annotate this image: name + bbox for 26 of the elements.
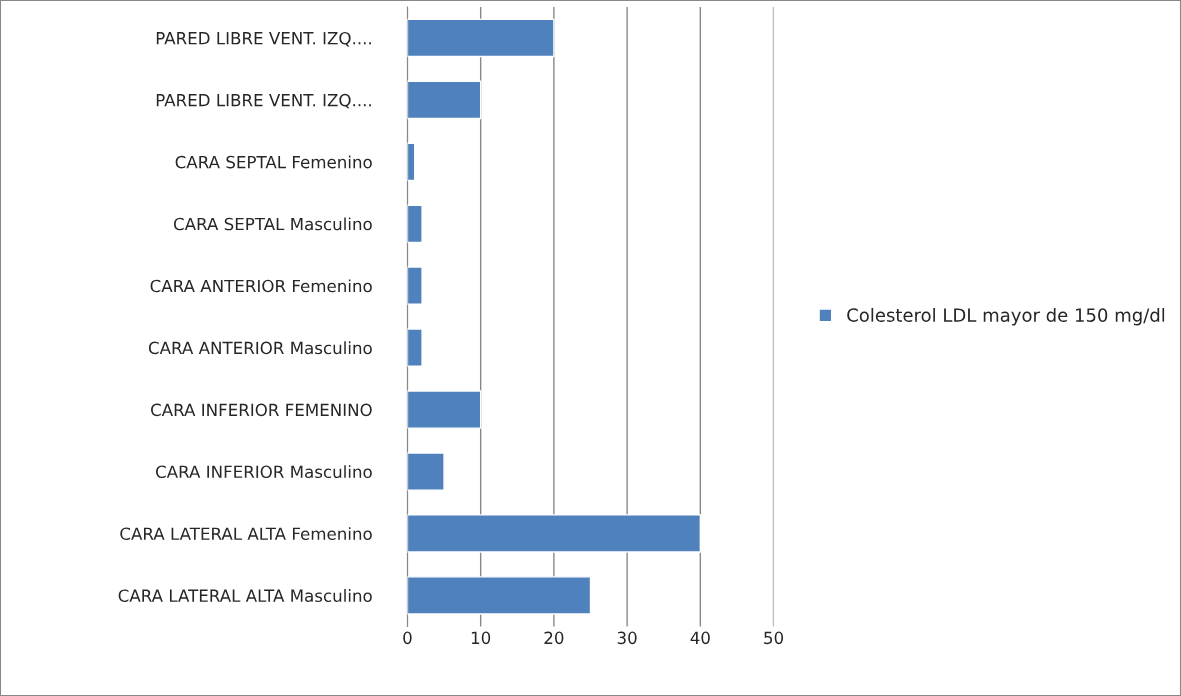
x-tick-label: 20: [544, 631, 564, 645]
y-tick-label: PARED LIBRE VENT. IZQ....: [156, 31, 371, 47]
x-tick-label: 30: [617, 631, 637, 645]
y-tick-label: CARA ANTERIOR Masculino: [148, 341, 372, 355]
bar: [407, 80, 482, 120]
y-tick-label: CARA LATERAL ALTA Masculino: [118, 589, 372, 602]
bar: [407, 390, 482, 429]
y-tick-label: CARA SEPTAL Masculino: [173, 217, 372, 231]
legend-label: Colesterol LDL mayor de 150 mg/dl: [847, 307, 1165, 326]
y-tick-label: CARA INFERIOR FEMENINO: [151, 403, 372, 417]
x-tick-label: 50: [764, 631, 784, 645]
bar: [407, 514, 702, 553]
x-tick-label: 10: [471, 631, 491, 645]
bar: [407, 266, 423, 305]
x-tick-label: 40: [690, 631, 710, 645]
bar: [407, 204, 423, 244]
bar: [407, 328, 423, 367]
y-tick-label: PARED LIBRE VENT. IZQ....: [156, 93, 371, 109]
bar: [407, 576, 592, 615]
bar: [407, 18, 555, 58]
y-tick-label: CARA SEPTAL Femenino: [175, 155, 372, 169]
x-tick-label: 0: [403, 631, 412, 645]
bar: [407, 452, 445, 491]
y-tick-label: CARA INFERIOR Masculino: [155, 465, 372, 479]
y-tick-label: CARA LATERAL ALTA Femenino: [120, 527, 372, 541]
y-tick-label: CARA ANTERIOR Femenino: [150, 279, 372, 293]
